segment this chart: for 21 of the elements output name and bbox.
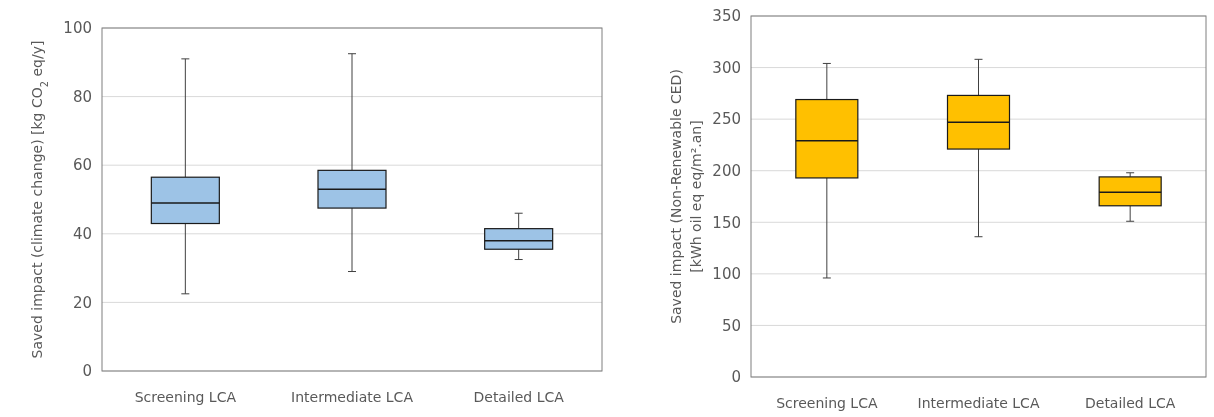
x-tick-label: Detailed LCA xyxy=(1084,395,1176,411)
y-tick-label: 0 xyxy=(731,368,741,387)
y-axis-title: Saved impact (Non-Renewable CED) [kWh oil eq eq/m².an] xyxy=(668,69,704,324)
y-tick-label: 350 xyxy=(712,7,741,26)
y-tick-label: 80 xyxy=(72,87,92,106)
y-tick-label: 0 xyxy=(82,362,92,381)
y-tick-label: 100 xyxy=(712,265,741,284)
y-tick-label: 40 xyxy=(72,225,92,244)
y-tick-label: 100 xyxy=(63,19,92,38)
y-tick-label: 200 xyxy=(712,161,741,180)
y-tick-label: 60 xyxy=(72,156,92,175)
x-tick-label: Screening LCA xyxy=(776,395,878,411)
x-tick-label: Detailed LCA xyxy=(473,389,565,405)
y-tick-label: 250 xyxy=(712,110,741,129)
y-tick-label: 300 xyxy=(712,58,741,77)
x-tick-label: Screening LCA xyxy=(134,389,237,405)
y-tick-label: 150 xyxy=(712,213,741,232)
x-tick-label: Intermediate LCA xyxy=(291,389,414,405)
y-tick-label: 20 xyxy=(72,293,92,312)
y-tick-label: 50 xyxy=(721,316,741,335)
x-tick-label: Intermediate LCA xyxy=(917,395,1040,411)
